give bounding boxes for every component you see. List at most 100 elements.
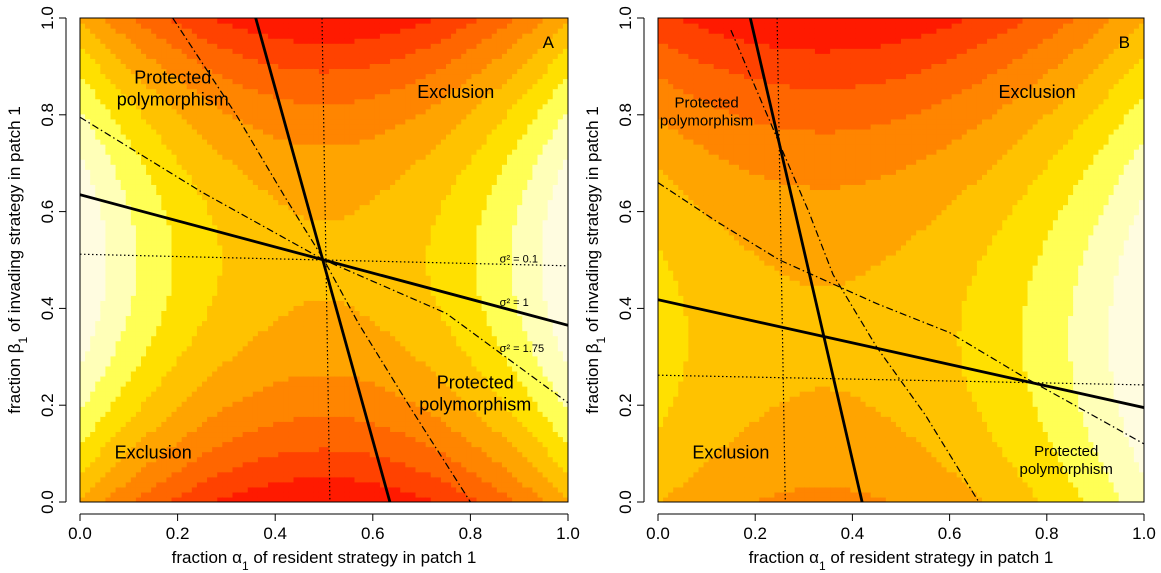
contour-cell — [90, 88, 96, 95]
contour-cell — [212, 451, 218, 458]
contour-cell — [181, 300, 188, 306]
contour-cell — [186, 305, 193, 312]
contour-cell — [298, 345, 305, 352]
contour-cell — [156, 375, 162, 382]
contour-cell — [227, 350, 234, 357]
contour-cell — [318, 174, 325, 180]
contour-cell — [151, 451, 157, 458]
contour-cell — [100, 481, 107, 488]
contour-cell — [273, 133, 279, 140]
contour-cell — [80, 154, 86, 160]
contour-cell — [232, 375, 239, 382]
contour-cell — [324, 53, 330, 59]
contour-cell — [161, 360, 168, 367]
contour-cell — [95, 396, 101, 402]
contour-cell — [110, 209, 117, 216]
contour-cell — [80, 48, 86, 54]
contour-cell — [329, 199, 335, 206]
contour-cell — [115, 174, 122, 180]
contour-cell — [120, 159, 127, 165]
contour-cell — [176, 295, 183, 301]
contour-cell — [85, 416, 91, 422]
contour-cell — [171, 441, 178, 448]
contour-cell — [171, 280, 178, 286]
contour-cell — [278, 98, 284, 105]
contour-cell — [115, 164, 122, 170]
contour-cell — [166, 456, 173, 463]
contour-cell — [125, 365, 132, 372]
contour-cell — [252, 254, 259, 261]
contour-cell — [252, 471, 259, 478]
contour-cell — [324, 133, 330, 140]
contour-cell — [171, 234, 178, 241]
contour-cell — [268, 381, 274, 387]
contour-cell — [303, 275, 310, 281]
contour-cell — [339, 406, 345, 412]
contour-cell — [186, 179, 193, 185]
contour-cell — [207, 426, 213, 433]
contour-cell — [90, 189, 96, 196]
contour-cell — [176, 421, 183, 427]
contour-cell — [166, 325, 173, 332]
contour-cell — [298, 199, 305, 206]
contour-cell — [95, 28, 101, 34]
contour-cell — [227, 275, 234, 281]
contour-cell — [242, 83, 249, 90]
contour-cell — [115, 491, 122, 498]
contour-cell — [105, 406, 112, 412]
contour-cell — [222, 103, 229, 110]
contour-cell — [100, 244, 107, 251]
contour-cell — [151, 118, 157, 125]
contour-cell — [146, 340, 152, 347]
contour-cell — [329, 234, 335, 241]
contour-cell — [130, 174, 137, 180]
contour-cell — [125, 219, 132, 226]
contour-cell — [166, 123, 173, 130]
contour-cell — [242, 491, 249, 498]
contour-cell — [90, 370, 96, 377]
contour-cell — [110, 295, 117, 301]
contour-cell — [161, 381, 168, 387]
contour-cell — [247, 315, 254, 322]
contour-cell — [207, 441, 213, 448]
contour-cell — [212, 280, 218, 286]
contour-cell — [85, 441, 91, 448]
contour-cell — [303, 285, 310, 291]
contour-cell — [227, 270, 234, 276]
contour-cell — [186, 436, 193, 443]
contour-cell — [212, 58, 218, 64]
contour-cell — [339, 340, 345, 347]
contour-cell — [313, 345, 320, 352]
contour-cell — [339, 184, 345, 191]
contour-cell — [339, 139, 345, 145]
contour-cell — [186, 466, 193, 473]
contour-cell — [115, 113, 122, 120]
contour-cell — [156, 133, 162, 140]
contour-cell — [273, 401, 279, 407]
contour-cell — [318, 149, 325, 155]
contour-cell — [161, 239, 168, 246]
contour-cell — [242, 315, 249, 322]
contour-cell — [120, 214, 127, 221]
contour-cell — [181, 98, 188, 105]
contour-cell — [212, 164, 218, 170]
contour-cell — [252, 169, 259, 175]
contour-cell — [196, 421, 203, 427]
contour-cell — [166, 128, 173, 135]
contour-cell — [273, 476, 279, 483]
contour-cell — [263, 431, 269, 438]
contour-cell — [146, 270, 152, 276]
contour-cell — [161, 401, 168, 407]
contour-cell — [141, 446, 147, 453]
contour-cell — [227, 159, 234, 165]
contour-cell — [257, 345, 264, 352]
contour-cell — [146, 154, 152, 160]
contour-cell — [202, 229, 208, 236]
contour-cell — [186, 108, 193, 115]
contour-cell — [105, 78, 112, 85]
contour-cell — [329, 496, 335, 502]
contour-cell — [207, 108, 213, 115]
contour-cell — [151, 401, 157, 407]
contour-cell — [130, 426, 137, 433]
contour-cell — [120, 33, 127, 39]
